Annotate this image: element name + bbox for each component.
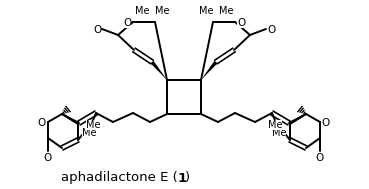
- Text: O: O: [38, 118, 46, 128]
- Text: Me: Me: [272, 128, 286, 138]
- Text: O: O: [44, 153, 52, 163]
- Text: Me: Me: [82, 128, 96, 138]
- Polygon shape: [201, 61, 218, 80]
- Polygon shape: [151, 61, 167, 80]
- Text: 1: 1: [178, 171, 187, 184]
- Text: O: O: [322, 118, 330, 128]
- Text: O: O: [123, 18, 131, 28]
- Text: aphadilactone E (: aphadilactone E (: [61, 171, 178, 184]
- Text: Me: Me: [155, 6, 169, 16]
- Text: Me: Me: [86, 120, 100, 130]
- Text: O: O: [316, 153, 324, 163]
- Text: ): ): [185, 171, 190, 184]
- Text: O: O: [93, 25, 101, 35]
- Text: Me: Me: [268, 120, 282, 130]
- Text: Me: Me: [135, 6, 149, 16]
- Text: O: O: [237, 18, 245, 28]
- Text: O: O: [267, 25, 275, 35]
- Text: Me: Me: [219, 6, 233, 16]
- Text: Me: Me: [199, 6, 213, 16]
